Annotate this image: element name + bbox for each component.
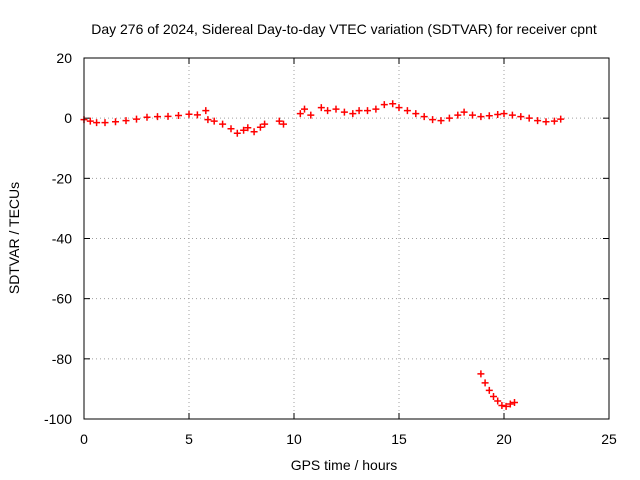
x-axis-label: GPS time / hours xyxy=(291,457,398,473)
data-point-main xyxy=(193,111,201,119)
data-point-main xyxy=(256,123,264,131)
data-point-main xyxy=(340,108,348,116)
data-point-main xyxy=(364,107,371,115)
y-tick-label: -20 xyxy=(52,170,72,186)
data-point-main xyxy=(412,110,420,118)
data-point-main xyxy=(210,117,218,125)
x-tick-label: 10 xyxy=(286,431,302,447)
data-point-main xyxy=(542,118,550,126)
data-point-tail xyxy=(502,402,510,410)
data-point-main xyxy=(275,117,283,125)
data-point-main xyxy=(175,111,182,119)
data-point-main xyxy=(227,125,235,133)
data-point-main xyxy=(133,115,140,123)
data-point-main xyxy=(494,111,502,119)
data-point-main xyxy=(437,117,445,125)
data-point-main xyxy=(202,107,210,115)
data-point-main xyxy=(219,120,227,128)
y-tick-label: -100 xyxy=(44,411,72,427)
data-point-main xyxy=(395,104,403,112)
data-point-main xyxy=(93,119,101,127)
data-point-main xyxy=(525,114,533,122)
data-point-main xyxy=(403,107,411,115)
data-point-main xyxy=(324,107,332,115)
data-point-tail xyxy=(490,392,497,400)
data-point-main xyxy=(534,117,542,125)
x-tick-label: 15 xyxy=(391,431,407,447)
data-point-main xyxy=(143,113,151,121)
x-tick-label: 25 xyxy=(601,431,617,447)
data-point-main xyxy=(508,111,516,119)
data-point-main xyxy=(429,116,437,124)
data-point-main xyxy=(261,120,269,128)
data-point-tail xyxy=(498,401,506,409)
data-point-tail xyxy=(477,370,485,378)
data-point-main xyxy=(240,126,248,134)
data-point-main xyxy=(307,111,315,119)
data-point-main xyxy=(164,112,172,120)
data-point-main xyxy=(550,117,558,125)
data-point-main xyxy=(280,120,287,128)
data-point-main xyxy=(122,117,130,125)
data-point-main xyxy=(469,111,476,119)
data-point-main xyxy=(349,110,357,118)
data-point-main xyxy=(517,113,525,121)
data-point-main xyxy=(185,110,193,118)
data-point-main xyxy=(380,101,388,109)
data-point-main xyxy=(332,105,340,113)
data-points xyxy=(80,100,565,410)
data-point-main xyxy=(204,116,212,124)
data-point-main xyxy=(355,107,363,115)
data-point-tail xyxy=(485,386,493,394)
data-point-main xyxy=(420,113,428,121)
data-point-main xyxy=(101,119,109,127)
data-point-tail xyxy=(511,398,518,406)
data-point-main xyxy=(460,108,468,116)
data-point-main xyxy=(389,100,397,108)
data-point-main xyxy=(500,110,508,118)
y-tick-label: -80 xyxy=(52,351,72,367)
data-point-main xyxy=(154,113,161,121)
x-tick-label: 0 xyxy=(80,431,88,447)
y-tick-label: -60 xyxy=(52,291,72,307)
y-axis-label: SDTVAR / TECUs xyxy=(6,182,22,294)
data-point-main xyxy=(445,114,453,122)
data-point-main xyxy=(301,105,308,113)
data-point-main xyxy=(86,117,94,125)
y-tick-label: 20 xyxy=(56,50,72,66)
data-point-main xyxy=(485,112,493,120)
grid xyxy=(84,58,609,419)
data-point-tail xyxy=(494,397,502,405)
data-point-main xyxy=(250,128,258,136)
data-point-main xyxy=(233,129,241,137)
chart-title: Day 276 of 2024, Sidereal Day-to-day VTE… xyxy=(91,21,597,37)
data-point-tail xyxy=(481,379,489,387)
data-point-main xyxy=(477,113,485,121)
data-point-main xyxy=(317,104,325,112)
data-point-main xyxy=(244,124,252,132)
data-point-main xyxy=(112,118,119,126)
data-point-tail xyxy=(506,400,514,408)
x-tick-label: 20 xyxy=(496,431,512,447)
data-point-main xyxy=(296,110,304,118)
y-tick-label: -40 xyxy=(52,231,72,247)
data-point-main xyxy=(372,105,380,113)
tick-labels: 0 5 10 15 20 25 20 0 -20 -40 -60 -80 -100 xyxy=(44,50,617,447)
data-point-main xyxy=(454,111,462,119)
plot-frame xyxy=(83,57,610,420)
data-point-main xyxy=(557,115,565,123)
y-tick-label: 0 xyxy=(64,110,72,126)
x-tick-label: 5 xyxy=(185,431,193,447)
